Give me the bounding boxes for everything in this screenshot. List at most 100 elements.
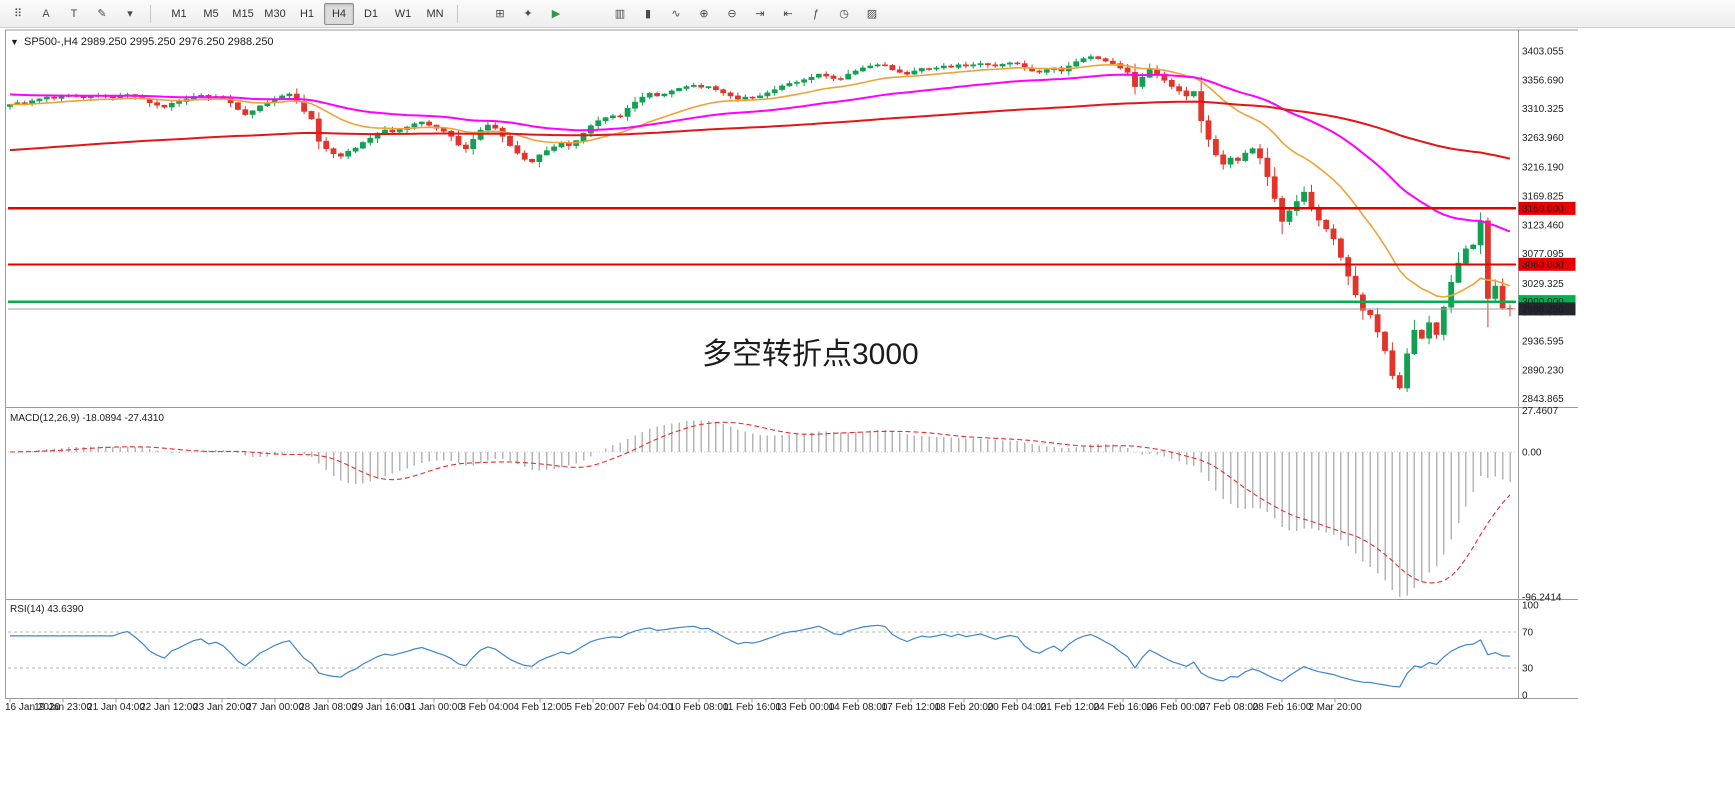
time-axis-label: 27 Jan 00:00 bbox=[246, 702, 304, 713]
auto-trading-icon[interactable]: ▶ bbox=[551, 8, 561, 20]
chart-candles-icon[interactable]: ▮ bbox=[644, 8, 652, 20]
new-order-icon[interactable]: ⊞ bbox=[495, 8, 505, 20]
timeframe-M5-button[interactable]: M5 bbox=[203, 7, 219, 20]
candle bbox=[904, 71, 910, 75]
candle bbox=[1007, 62, 1013, 65]
price-axis-label: 2890.230 bbox=[1522, 365, 1564, 376]
rsi-label: RSI(14) 43.6390 bbox=[10, 604, 84, 615]
candle bbox=[1213, 139, 1219, 156]
candle bbox=[1492, 285, 1499, 299]
candle bbox=[51, 96, 57, 99]
candle bbox=[235, 102, 241, 110]
time-axis-label: 27 Feb 08:00 bbox=[1200, 702, 1259, 713]
time-axis-label: 19 Jan 23:00 bbox=[34, 702, 92, 713]
candle bbox=[1271, 176, 1278, 199]
timeframe-H1-button[interactable]: H1 bbox=[299, 7, 315, 20]
candle bbox=[492, 124, 499, 129]
candle bbox=[168, 103, 175, 108]
price-axis-label: 3310.325 bbox=[1522, 104, 1564, 115]
auto-scroll-icon[interactable]: ⇥ bbox=[755, 8, 765, 20]
candle bbox=[418, 121, 425, 125]
candle bbox=[727, 92, 734, 97]
chart-line-icon[interactable]: ∿ bbox=[671, 8, 681, 20]
timeframe-M30-button[interactable]: M30 bbox=[264, 7, 286, 20]
macd-label: MACD(12,26,9) -18.0894 -27.4310 bbox=[10, 413, 164, 424]
chart-canvas[interactable]: 多空转折点3000 ▼ SP500-,H4 2989.250 2995.250 29… bbox=[0, 28, 1735, 794]
candle bbox=[859, 67, 866, 72]
candle bbox=[551, 146, 557, 151]
time-axis-label: 10 Feb 08:00 bbox=[670, 702, 729, 713]
candle bbox=[830, 75, 837, 79]
time-axis-label: 26 Feb 00:00 bbox=[1147, 702, 1206, 713]
candle bbox=[1279, 198, 1285, 222]
candle bbox=[1330, 228, 1337, 240]
time-axis-label: 23 Jan 20:00 bbox=[193, 702, 251, 713]
candle bbox=[308, 111, 315, 120]
candle bbox=[815, 73, 822, 78]
candle bbox=[1088, 56, 1094, 59]
candle bbox=[852, 70, 859, 75]
candle bbox=[484, 124, 491, 131]
toolbar-timeframes-group: M1 M5 M15 M30 H1 H4 D1 W1 MN bbox=[163, 2, 451, 25]
toolbar: ⠿ A T ✎ ▾ M1 M5 M15 M30 H1 H4 D1 W1 MN ⊞ ✦ ▶ ▥ ▮ ∿ ⊕ ⊖ ⇥ ⇤ ƒ ◷… bbox=[0, 0, 1735, 28]
candle bbox=[176, 101, 182, 104]
candle bbox=[411, 123, 418, 128]
indicators-icon[interactable]: ƒ bbox=[812, 7, 820, 20]
periods-icon[interactable]: ◷ bbox=[839, 8, 849, 20]
candle bbox=[845, 73, 852, 80]
timeframe-H4-button[interactable]: H4 bbox=[324, 2, 354, 25]
candle bbox=[654, 93, 660, 97]
candle bbox=[1463, 248, 1469, 264]
candle bbox=[720, 89, 727, 94]
candle bbox=[889, 65, 896, 71]
chart-window: 多空转折点3000 ▼ SP500-,H4 2989.250 2995.250 29… bbox=[0, 28, 1735, 794]
timeframe-M15-button[interactable]: M15 bbox=[232, 7, 254, 20]
rsi-pane: RSI(14) 43.6390 100 70 30 0 bbox=[8, 601, 1539, 702]
annotation-text[interactable]: 多空转折点3000 bbox=[702, 338, 919, 371]
candle bbox=[1396, 375, 1403, 389]
timeframe-M1-button[interactable]: M1 bbox=[171, 7, 187, 20]
time-axis-label: 11 Feb 16:00 bbox=[723, 702, 782, 713]
chart-bars-icon[interactable]: ▥ bbox=[614, 8, 626, 20]
candle bbox=[999, 63, 1006, 67]
draw-tool-caret-icon[interactable]: ▾ bbox=[127, 8, 133, 20]
candle bbox=[367, 137, 374, 143]
candle bbox=[734, 95, 741, 100]
price-axis-label: 2936.595 bbox=[1522, 336, 1564, 347]
candle bbox=[580, 132, 587, 141]
candle bbox=[661, 93, 668, 97]
time-axis-label: 3 Feb 04:00 bbox=[460, 702, 514, 713]
candle bbox=[882, 64, 888, 67]
timeframe-W1-button[interactable]: W1 bbox=[394, 7, 412, 20]
macd-axis-label: 27.4607 bbox=[1522, 406, 1559, 417]
zoom-in-icon[interactable]: ⊕ bbox=[699, 8, 709, 20]
candle bbox=[1227, 157, 1234, 165]
templates-icon[interactable]: ▨ bbox=[866, 8, 878, 20]
ma-mid-line bbox=[9, 73, 1511, 233]
timeframe-D1-button[interactable]: D1 bbox=[363, 7, 379, 20]
chart-shift-icon[interactable]: ⇤ bbox=[783, 8, 793, 20]
candle bbox=[1146, 68, 1153, 78]
candle bbox=[36, 98, 43, 102]
draw-tool-icon[interactable]: ✎ bbox=[97, 8, 107, 20]
zoom-out-icon[interactable]: ⊖ bbox=[727, 8, 737, 20]
candle bbox=[1095, 56, 1102, 59]
text-tool-icon[interactable]: A bbox=[42, 7, 50, 20]
symbol-dropdown-icon[interactable]: ▼ bbox=[10, 37, 19, 47]
candle bbox=[1257, 148, 1263, 159]
candle bbox=[948, 65, 955, 68]
expert-advisor-icon[interactable]: ✦ bbox=[523, 8, 533, 20]
candle bbox=[1043, 69, 1050, 73]
macd-axis-label: -96.2414 bbox=[1522, 593, 1562, 604]
candle bbox=[330, 148, 337, 154]
label-tool-icon[interactable]: T bbox=[70, 7, 78, 20]
candle bbox=[536, 154, 543, 163]
candle bbox=[808, 76, 815, 81]
candle bbox=[286, 93, 293, 97]
candle bbox=[1338, 238, 1344, 258]
dock-grip-icon[interactable]: ⠿ bbox=[13, 8, 23, 20]
price-badge-2988.250 bbox=[1518, 302, 1576, 316]
candle bbox=[337, 153, 344, 157]
timeframe-MN-button[interactable]: MN bbox=[426, 7, 444, 20]
